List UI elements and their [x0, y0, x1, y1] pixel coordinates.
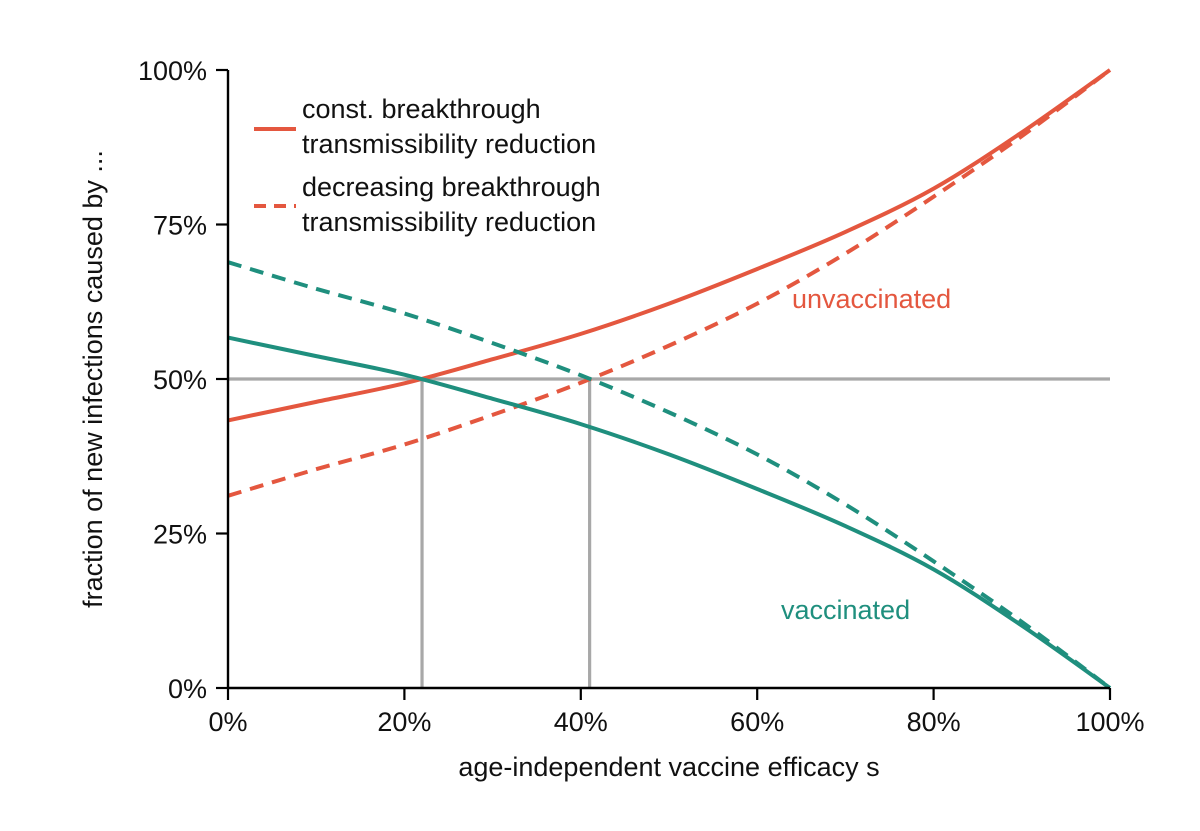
y-tick-label: 0% [168, 674, 207, 704]
legend-solid-label-line-1: const. breakthrough [302, 94, 541, 124]
legend: const. breakthrough transmissibility red… [254, 94, 601, 237]
vaccinated-dashed-line [227, 260, 1112, 690]
x-tick-label: 20% [377, 707, 431, 737]
x-tick-label: 80% [907, 707, 961, 737]
vaccinated-solid-line [227, 335, 1112, 690]
y-ticks: 0% 25% 50% 75% 100% [138, 56, 228, 704]
legend-dashed-label-line-2: transmissibility reduction [302, 207, 596, 237]
x-tick-label: 0% [208, 707, 247, 737]
y-tick-label: 50% [153, 365, 207, 395]
series-lines [227, 68, 1112, 690]
y-tick-label: 25% [153, 520, 207, 550]
x-ticks: 0% 20% 40% 60% 80% 100% [208, 688, 1145, 737]
x-axis-title: age-independent vaccine efficacy s [458, 752, 879, 782]
legend-solid-label-line-2: transmissibility reduction [302, 129, 596, 159]
y-tick-label: 100% [138, 56, 207, 86]
x-tick-label: 100% [1075, 707, 1144, 737]
reference-lines [228, 377, 1110, 688]
x-tick-label: 60% [730, 707, 784, 737]
y-tick-label: 75% [153, 211, 207, 241]
y-axis-title: fraction of new infections caused by ... [78, 150, 108, 608]
x-tick-label: 40% [554, 707, 608, 737]
legend-dashed-label-line-1: decreasing breakthrough [302, 172, 601, 202]
unvaccinated-annotation: unvaccinated [792, 284, 951, 314]
vaccinated-annotation: vaccinated [781, 595, 910, 625]
unvaccinated-dashed-line [227, 68, 1112, 498]
unvaccinated-solid-line [227, 68, 1112, 423]
